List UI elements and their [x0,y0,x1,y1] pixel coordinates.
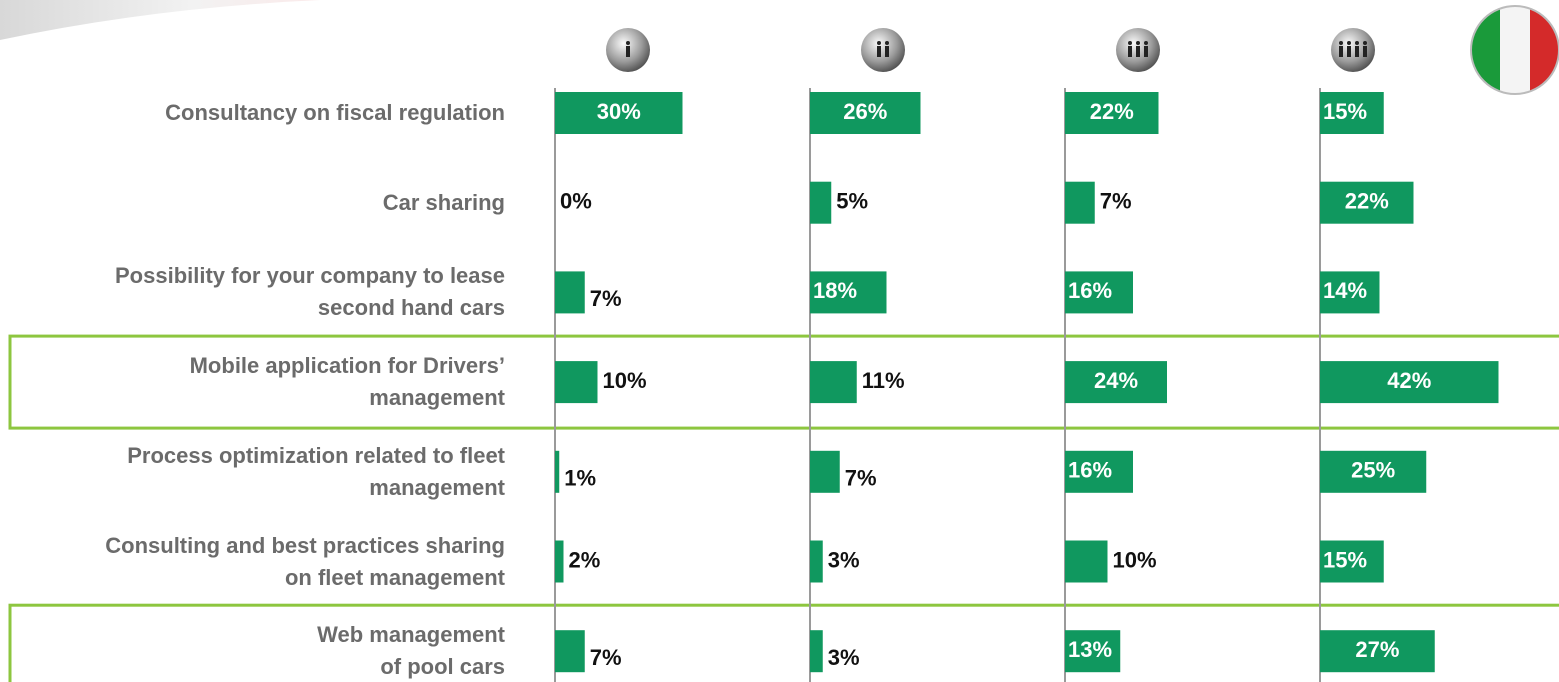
bar [555,630,585,673]
category-label: Consulting and best practices sharing on… [105,532,505,590]
value-label: 5% [836,189,868,214]
value-label: 0% [560,189,592,214]
value-label: 7% [845,466,877,491]
group-icon [1116,28,1160,72]
bar [555,361,598,404]
value-label: 7% [1100,189,1132,214]
group-icon [1331,28,1375,72]
bar [555,540,564,583]
category-label: Mobile application for Drivers’ manageme… [189,353,505,411]
icon-body [626,46,630,57]
highlight-box [8,603,1559,682]
bar [1065,271,1133,314]
bar [810,271,887,314]
value-label: 14% [1323,278,1367,303]
bar [810,361,857,404]
value-label: 1% [564,466,596,491]
bar [555,271,585,314]
value-label: 13% [1068,637,1112,662]
category-label: Web management of pool cars [317,622,505,680]
bar [810,450,840,493]
icon-body [1355,46,1359,57]
value-label: 10% [1113,547,1157,572]
icon-head [1339,41,1343,45]
icon-body [1136,46,1140,57]
icon-circle [861,28,905,72]
category-label: Possibility for your company to lease se… [115,263,505,321]
bar [810,181,832,224]
highlight-box [8,334,1559,430]
bar [1065,181,1095,224]
bar [1065,361,1167,404]
icon-body [885,46,889,57]
flag [1470,5,1559,95]
value-label: 24% [1094,368,1138,393]
value-label: 22% [1345,189,1389,214]
bar [1065,450,1133,493]
icon-circle [1331,28,1375,72]
category-label: Consultancy on fiscal regulation [165,100,505,125]
icon-body [877,46,881,57]
value-label: 10% [603,368,647,393]
bar [1320,271,1380,314]
value-label: 11% [862,368,905,393]
value-label: 26% [843,99,887,124]
icon-head [885,41,889,45]
bar [1320,630,1435,673]
icon-body [1347,46,1351,57]
value-label: 7% [590,286,622,311]
category-label: Process optimization related to fleet ma… [127,442,505,500]
bar [555,92,683,134]
bar [1320,540,1384,583]
bar [810,540,823,583]
icon-head [1128,41,1132,45]
icon-head [626,41,630,45]
bar [1065,540,1108,583]
value-label: 3% [828,645,860,670]
category-label: Car sharing [382,189,505,215]
value-label: 3% [828,547,860,572]
group-icon [606,28,650,72]
value-label: 22% [1090,99,1134,124]
bar [810,92,921,134]
icon-head [1355,41,1359,45]
icon-body [1339,46,1343,57]
value-label: 42% [1387,368,1431,393]
value-label: 25% [1351,458,1395,483]
bar [1065,92,1159,134]
decoration [0,0,320,40]
icon-head [1136,41,1140,45]
icon-head [1363,41,1367,45]
value-label: 16% [1068,278,1112,303]
bar [1320,450,1427,493]
bar [555,450,560,493]
value-label: 15% [1323,99,1367,124]
icon-body [1128,46,1132,57]
bar [810,630,823,673]
bar [1320,181,1414,224]
value-label: 16% [1068,458,1112,483]
value-label: 7% [590,645,622,670]
group-icon [861,28,905,72]
icon-head [1144,41,1148,45]
bar [1320,92,1384,134]
value-label: 30% [597,99,641,124]
icon-head [1347,41,1351,45]
value-label: 18% [813,278,857,303]
icon-body [1144,46,1148,57]
bar [1065,630,1121,673]
value-label: 2% [569,547,601,572]
icon-head [877,41,881,45]
value-label: 27% [1355,637,1399,662]
icon-body [1363,46,1367,57]
bar [1320,361,1499,404]
value-label: 15% [1323,547,1367,572]
